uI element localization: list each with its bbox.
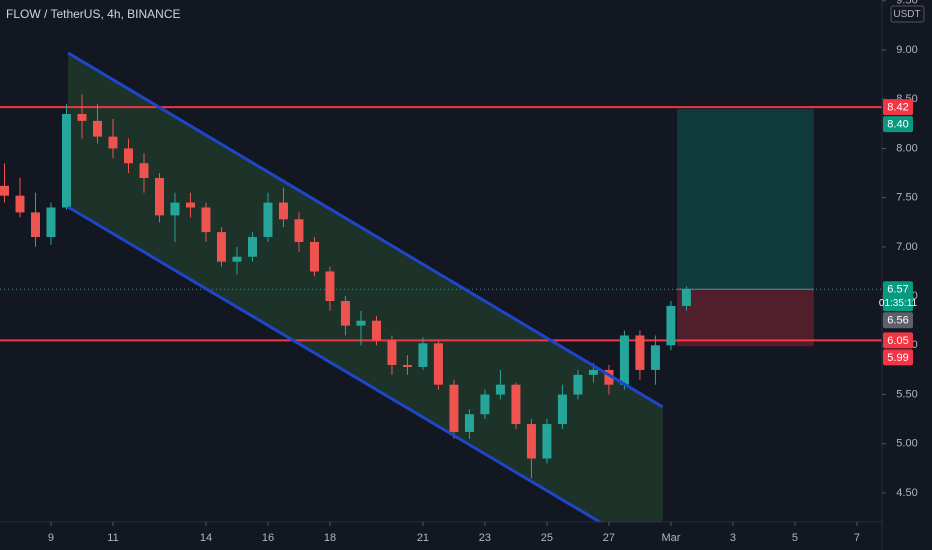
price-badge	[883, 332, 913, 349]
x-tick-label: 21	[417, 532, 429, 544]
x-tick-label: 23	[479, 532, 491, 544]
x-tick-label: 5	[792, 532, 798, 544]
candle-body	[247, 237, 257, 257]
candle-body	[325, 271, 335, 302]
candle-body	[449, 384, 459, 432]
axes: 4.505.005.506.006.507.007.508.008.509.00…	[48, 0, 918, 544]
candle-body	[263, 202, 273, 238]
x-tick-label: 11	[107, 532, 118, 544]
y-tick-label: 7.00	[896, 241, 917, 253]
candle-body	[340, 301, 350, 326]
candle-body	[294, 219, 304, 242]
candle-body	[30, 212, 40, 238]
candle-body	[464, 414, 474, 432]
candle-body	[356, 320, 366, 326]
candle-body	[402, 364, 412, 367]
candle-body	[123, 148, 133, 164]
candle-body	[526, 424, 536, 459]
price-badge-label: 5.99	[887, 352, 908, 364]
candle-body	[185, 202, 195, 208]
candle-body	[278, 202, 288, 220]
currency-label: USDT	[893, 9, 920, 20]
candle-body	[387, 340, 397, 365]
x-tick-label: 3	[730, 532, 736, 544]
target-zone	[677, 109, 814, 290]
y-tick-label: 4.50	[896, 487, 917, 499]
price-badge-label: 8.42	[887, 102, 908, 114]
candle-body	[418, 343, 428, 367]
price-badge-label: 6.56	[887, 315, 908, 327]
candle-body	[216, 232, 226, 262]
candle-body	[309, 241, 319, 272]
candle-body	[588, 369, 598, 375]
candle-body	[495, 384, 505, 395]
y-tick-label: 8.00	[896, 142, 917, 154]
y-tick-label: 9.50	[896, 0, 917, 7]
price-badge-label: 6.05	[887, 335, 908, 347]
price-badge	[883, 99, 913, 116]
plot-area	[0, 51, 882, 522]
candle-body	[232, 256, 242, 262]
channel-line	[67, 51, 664, 409]
countdown-label: 01:35:11	[879, 298, 918, 309]
candle-body	[681, 289, 691, 306]
x-tick-label: Mar	[661, 532, 680, 544]
x-tick-label: 7	[854, 532, 860, 544]
candle-body	[61, 113, 71, 208]
candle-body	[201, 207, 211, 233]
candle-body	[77, 113, 87, 121]
candle-body	[511, 384, 521, 425]
price-badge	[883, 281, 913, 312]
price-badge-label: 8.40	[887, 119, 908, 131]
candle-body	[635, 335, 645, 370]
x-tick-label: 25	[541, 532, 553, 544]
price-badge	[883, 312, 913, 329]
price-badge	[883, 116, 913, 133]
currency-box	[890, 5, 925, 23]
candle-body	[0, 185, 9, 196]
candle-body	[650, 345, 660, 370]
x-tick-label: 14	[200, 532, 212, 544]
price-badge	[883, 349, 913, 366]
y-tick-label: 9.00	[896, 44, 917, 56]
stop-zone	[677, 289, 814, 347]
x-tick-label: 18	[324, 532, 336, 544]
candle-body	[371, 320, 381, 341]
channel-line	[67, 205, 603, 522]
chart-title: FLOW / TetherUS, 4h, BINANCE	[6, 7, 181, 21]
candle-body	[108, 136, 118, 149]
x-tick-label: 16	[262, 532, 274, 544]
candle-body	[557, 394, 567, 425]
price-badge-label: 6.57	[887, 284, 908, 296]
candle-body	[154, 177, 164, 216]
candle-body	[15, 195, 25, 213]
y-tick-label: 5.50	[896, 388, 917, 400]
candle-body	[46, 207, 56, 238]
x-tick-label: 27	[603, 532, 615, 544]
candle-body	[542, 424, 552, 459]
x-tick-label: 9	[48, 532, 54, 544]
candle-body	[604, 369, 614, 385]
candle-body	[666, 305, 676, 346]
candle-body	[433, 343, 443, 385]
candle-body	[170, 202, 180, 216]
candle-body	[139, 163, 149, 178]
y-tick-label: 7.50	[896, 192, 917, 204]
y-tick-label: 5.00	[896, 438, 917, 450]
candle-body	[573, 374, 583, 395]
candle-body	[92, 120, 102, 137]
candle-body	[619, 335, 629, 385]
candle-body	[480, 394, 490, 415]
